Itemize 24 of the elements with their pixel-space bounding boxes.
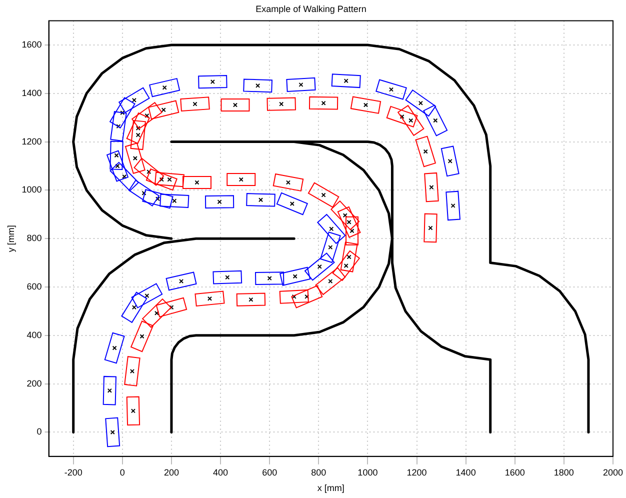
- chart-title: Example of Walking Pattern: [256, 4, 366, 14]
- x-tick-label: 2000: [602, 467, 624, 478]
- x-tick-label: 200: [164, 467, 179, 478]
- x-tick-label: -200: [64, 467, 82, 478]
- y-tick-label: 400: [26, 330, 42, 340]
- x-tick-label: 1000: [358, 467, 378, 478]
- x-tick-label: 800: [311, 467, 326, 478]
- x-tick-label: 600: [262, 467, 278, 478]
- y-tick-label: 1400: [22, 88, 42, 98]
- y-tick-label: 1000: [22, 184, 42, 195]
- x-tick-label: 1200: [406, 467, 427, 478]
- y-tick-label: 0: [36, 426, 42, 437]
- y-tick-label: 1200: [22, 136, 42, 146]
- y-tick-label: 200: [26, 378, 42, 388]
- y-axis-title: y [mm]: [6, 225, 16, 252]
- y-tick-label: 800: [26, 233, 42, 244]
- x-tick-label: 400: [213, 467, 228, 478]
- y-tick-label: 1600: [22, 39, 42, 50]
- x-tick-label: 1600: [504, 467, 525, 478]
- y-tick-label: 600: [26, 281, 42, 292]
- x-axis-title: x [mm]: [317, 483, 344, 494]
- x-tick-label: 1800: [554, 467, 574, 478]
- x-tick-label: 0: [120, 467, 125, 478]
- x-tick-label: 1400: [456, 467, 476, 478]
